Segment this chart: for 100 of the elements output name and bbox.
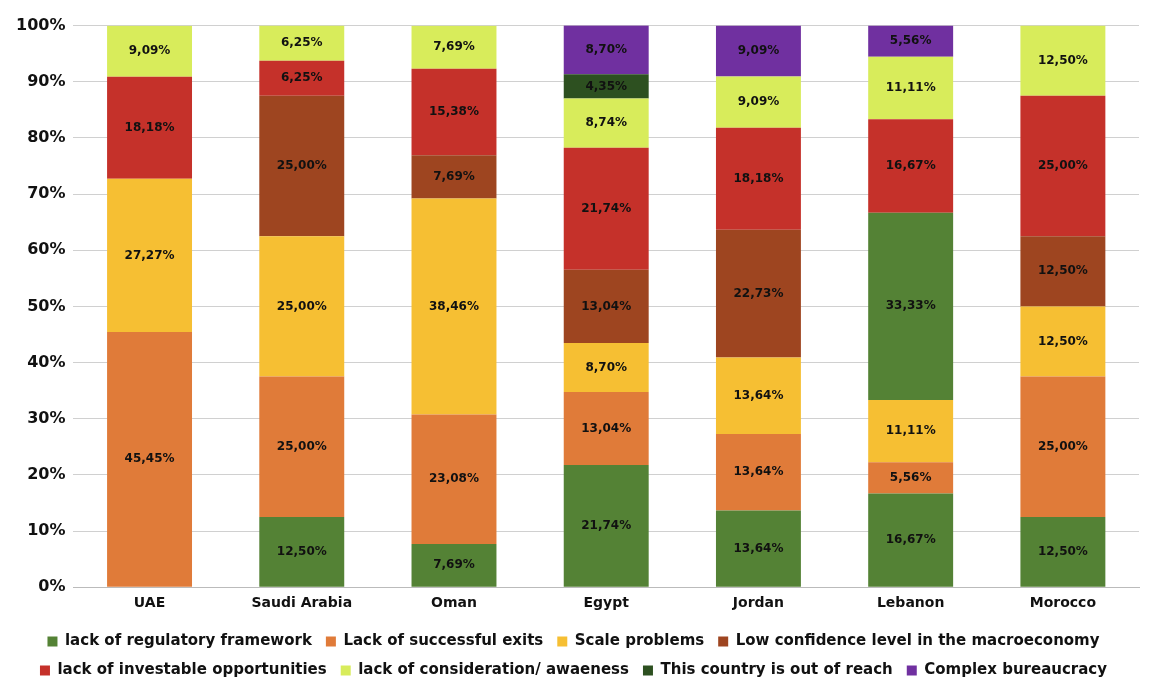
data-label: 13,04% xyxy=(581,298,632,313)
legend-label: Low confidence level in the macroeconomy xyxy=(735,631,1100,650)
y-tick-label: 30% xyxy=(27,407,66,427)
data-label: 22,73% xyxy=(733,285,784,300)
y-tick-label: 90% xyxy=(27,70,66,90)
data-label: 8,74% xyxy=(585,115,628,130)
bar xyxy=(715,127,801,230)
bar xyxy=(411,25,497,69)
data-label: 9,09% xyxy=(737,43,780,58)
data-label: 12,50% xyxy=(1037,543,1088,558)
bar xyxy=(259,25,345,61)
data-label: 27,27% xyxy=(124,247,175,262)
y-tick-label: 0% xyxy=(38,576,66,596)
bar xyxy=(715,229,801,358)
bar xyxy=(868,399,954,463)
data-label: 7,69% xyxy=(433,168,475,183)
y-tick-label: 80% xyxy=(27,127,66,147)
bar xyxy=(868,25,954,57)
data-label: 38,46% xyxy=(429,298,479,313)
data-label: 5,56% xyxy=(889,470,932,485)
bar xyxy=(563,465,649,587)
bar xyxy=(411,68,497,156)
data-label: 6,25% xyxy=(280,70,323,85)
bar xyxy=(563,343,649,392)
bar xyxy=(563,147,649,270)
bar xyxy=(868,462,954,494)
legend-label: lack of regulatory framework xyxy=(64,631,313,650)
bar xyxy=(1020,517,1106,587)
data-label: 8,70% xyxy=(585,41,628,56)
y-tick-label: 100% xyxy=(15,14,66,34)
data-label: 13,04% xyxy=(581,420,632,435)
legend-label: This country is out of reach xyxy=(660,660,893,679)
bar xyxy=(868,119,954,213)
bar xyxy=(259,376,345,517)
data-label: 25,00% xyxy=(1037,438,1088,453)
x-tick-label: Saudi Arabia xyxy=(251,594,353,611)
bar xyxy=(715,510,801,587)
data-label: 33,33% xyxy=(885,298,936,313)
bar xyxy=(107,76,193,179)
data-label: 8,70% xyxy=(585,359,628,374)
bar xyxy=(107,331,193,587)
x-tick-label: UAE xyxy=(133,594,166,611)
data-label: 11,11% xyxy=(885,423,936,438)
data-label: 15,38% xyxy=(429,104,479,119)
data-label: 12,50% xyxy=(276,543,327,558)
data-label: 11,11% xyxy=(885,80,936,95)
bar xyxy=(715,25,801,77)
data-label: 16,67% xyxy=(885,158,936,173)
data-label: 13,64% xyxy=(733,540,784,555)
y-tick-label: 50% xyxy=(27,295,66,315)
data-label: 7,69% xyxy=(433,39,475,54)
bar xyxy=(1020,95,1106,237)
y-tick-label: 10% xyxy=(27,520,66,540)
legend-label: lack of investable opportunities xyxy=(57,660,327,679)
data-label: 25,00% xyxy=(276,158,327,173)
data-label: 12,50% xyxy=(1037,333,1088,348)
data-label: 9,09% xyxy=(128,43,171,58)
data-label: 21,74% xyxy=(581,200,632,215)
bar xyxy=(1020,25,1106,96)
data-label: 25,00% xyxy=(276,438,327,453)
y-tick-label: 70% xyxy=(27,183,66,203)
bar xyxy=(259,60,345,96)
data-label: 7,69% xyxy=(433,557,475,572)
bar xyxy=(1020,376,1106,517)
data-label: 25,00% xyxy=(1037,158,1088,173)
bar xyxy=(563,74,649,99)
data-label: 12,50% xyxy=(1037,52,1088,67)
x-tick-label: Egypt xyxy=(583,594,630,611)
bar xyxy=(107,25,193,77)
data-label: 13,64% xyxy=(733,387,784,402)
data-label: 13,64% xyxy=(733,464,784,479)
x-tick-label: Oman xyxy=(431,594,477,611)
y-tick-label: 40% xyxy=(27,351,66,371)
legend-label: Lack of successful exits xyxy=(343,631,544,650)
data-label: 4,35% xyxy=(585,78,628,93)
bar xyxy=(715,434,801,511)
bar xyxy=(715,76,801,128)
bar xyxy=(411,155,497,199)
data-label: 18,18% xyxy=(124,119,175,134)
bar xyxy=(1020,306,1106,377)
x-tick-label: Jordan xyxy=(731,594,785,611)
legend-label: Complex bureaucracy xyxy=(924,660,1108,679)
y-tick-label: 60% xyxy=(27,239,66,259)
bar xyxy=(563,25,649,75)
data-label: 9,09% xyxy=(737,94,780,109)
bar xyxy=(107,178,193,332)
data-label: 23,08% xyxy=(429,471,479,486)
data-label: 5,56% xyxy=(889,33,932,48)
data-label: 45,45% xyxy=(124,451,175,466)
y-tick-label: 20% xyxy=(27,464,66,484)
bar xyxy=(411,544,497,587)
data-label: 21,74% xyxy=(581,518,632,533)
bar xyxy=(259,236,345,377)
x-tick-label: Morocco xyxy=(1029,594,1097,611)
bar xyxy=(259,517,345,587)
data-label: 6,25% xyxy=(280,35,323,50)
x-tick-label: Lebanon xyxy=(876,594,945,611)
data-label: 16,67% xyxy=(885,532,936,547)
bar xyxy=(868,493,954,587)
bar xyxy=(259,95,345,237)
